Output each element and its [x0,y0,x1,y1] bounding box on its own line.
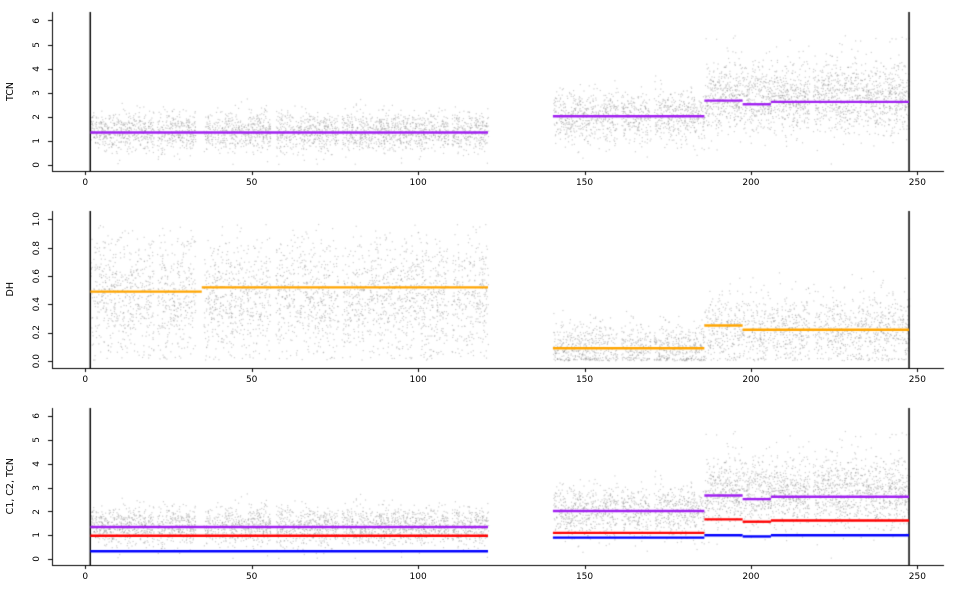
x-tick-label: 250 [908,178,926,188]
x-tick-label: 150 [575,375,594,385]
x-tick-label: 100 [409,178,427,188]
x-tick-label: 0 [82,375,89,385]
dh-panel: DH 0 50 100 150 200 250 0.0 0.2 0.4 0.6 0.8 1.0 [0,199,960,396]
tcn-axis-label-wrap: TCN [2,12,18,171]
x-tick-label: 200 [742,375,760,385]
x-tick-label: 250 [908,375,926,385]
y-tick-label: 6 [32,413,42,420]
y-tick-label: 2 [32,508,42,515]
y-tick-label-wrap: 6 [30,0,44,40]
y-tick-label: 1 [32,532,42,539]
c1c2tcn-panel: C1, C2, TCN 0 50 100 150 200 250 0 1 2 3 4 5 6 [0,396,960,593]
y-tick-label: 0.0 [32,353,42,369]
x-tick-label: 200 [742,178,760,188]
x-tick-label: 50 [245,375,258,385]
x-tick-label: 150 [575,178,594,188]
c1c2tcn-axis-label-wrap: C1, C2, TCN [2,408,18,565]
x-tick-label: 100 [409,572,427,582]
y-tick-label: 1 [32,138,42,144]
dh-axis-label-wrap: DH [2,211,18,368]
x-tick-label: 200 [742,572,760,582]
y-tick-label: 5 [32,41,42,48]
y-tick-label: 6 [32,17,42,24]
y-tick-label: 0 [32,556,42,562]
y-tick-label: 0 [32,162,42,168]
y-tick-label-wrap: 1.0 [30,199,44,239]
y-tick-label: 1.0 [32,212,42,227]
c1c2tcn-plot-canvas [0,396,960,593]
y-tick-label: 3 [32,89,42,96]
x-tick-label: 50 [245,572,258,582]
y-tick-label: 0.8 [32,240,42,255]
y-tick-label-wrap: 6 [30,396,44,436]
x-tick-label: 0 [82,178,89,188]
x-tick-label: 250 [908,572,926,582]
y-tick-label: 0.2 [32,325,42,340]
dh-axis-label: DH [4,282,16,297]
y-tick-label: 4 [32,65,42,72]
c1c2tcn-axis-label: C1, C2, TCN [4,458,16,515]
x-tick-label: 50 [245,178,258,188]
y-tick-label: 5 [32,437,42,443]
tcn-plot-canvas [0,0,960,199]
x-tick-label: 0 [82,572,89,582]
x-tick-label: 150 [575,572,594,582]
tcn-panel: TCN 0 50 100 150 200 250 0 1 2 3 4 5 6 [0,0,960,199]
y-tick-label: 2 [32,113,42,120]
x-tick-label: 100 [409,375,427,385]
y-tick-label: 0.4 [32,297,42,312]
y-tick-label: 0.6 [32,268,42,284]
y-tick-label: 3 [32,484,42,491]
y-tick-label: 4 [32,461,42,467]
dh-plot-canvas [0,199,960,396]
tcn-axis-label: TCN [4,82,16,101]
